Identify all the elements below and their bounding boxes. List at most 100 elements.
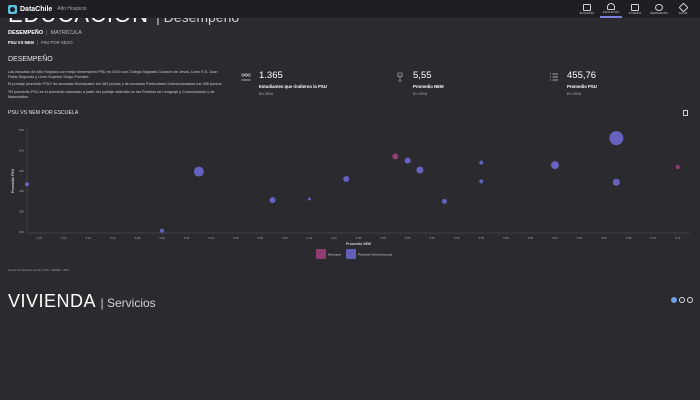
x-axis-label: Promedio NEM	[346, 242, 371, 246]
data-point[interactable]	[193, 166, 204, 177]
legend-swatch[interactable]	[316, 249, 326, 259]
tab-psu-vs-nem[interactable]: PSU VS NEM	[8, 40, 34, 45]
y-tick-label: 400	[19, 189, 24, 193]
data-point[interactable]	[479, 179, 484, 184]
section-title-sub: | Servicios	[100, 296, 156, 310]
x-tick-label: 5.66	[601, 236, 607, 240]
nav-label: SALUD	[678, 11, 688, 15]
data-point[interactable]	[416, 166, 424, 174]
datachile-logo[interactable]: DataChile	[8, 4, 52, 14]
data-point[interactable]	[160, 228, 165, 233]
desempeno-description: Las escuelas de Alto Hospicio con mejor …	[8, 70, 226, 102]
download-document-icon[interactable]	[683, 110, 688, 116]
x-tick-label: 5.46	[356, 236, 362, 240]
x-tick-label: 5.30	[159, 236, 165, 240]
x-tick-label: 5.64	[577, 236, 583, 240]
stat-label: Estudiantes que rindieron la PSU	[259, 84, 327, 89]
pager-dot[interactable]	[671, 297, 677, 303]
tab-separator: |	[36, 40, 38, 45]
data-point[interactable]	[404, 157, 411, 164]
legend-label: Municipal	[328, 253, 341, 257]
y-tick-label: 350	[19, 210, 24, 214]
nav-demografia[interactable]: DEMOGRAFÍA	[648, 0, 670, 18]
trophy-icon	[397, 72, 403, 82]
students-icon	[241, 73, 251, 81]
stat-value: 1.365	[259, 70, 283, 81]
x-tick-label: 5.54	[454, 236, 460, 240]
x-tick-label: 5.38	[258, 236, 264, 240]
stat-year: En 2016	[567, 92, 582, 96]
x-tick-label: 5.68	[626, 236, 632, 240]
x-tick-label: 5.22	[61, 236, 67, 240]
vivienda-section-title: VIVIENDA | Servicios	[8, 290, 156, 314]
y-tick-label: 550	[19, 128, 24, 132]
x-tick-label: 5.72	[675, 236, 681, 240]
stat-psu: 455,76 Promedio PSU En 2016	[549, 70, 689, 100]
tab-desempeno[interactable]: DESEMPEÑO	[8, 30, 44, 36]
chart-source: Fuente: Rendimiento escolar y PSU - DEMR…	[8, 269, 69, 272]
x-tick-label: 5.60	[528, 236, 534, 240]
legend-swatch[interactable]	[346, 249, 356, 259]
psu-vs-nem-scatter-chart: 300 350 400 450 500 550 5.20 5.22 5.24 5.26 5.28 5.…	[11, 128, 690, 259]
stat-year: En 2016	[413, 92, 428, 96]
legend-label: Particular Subvencionado	[358, 253, 393, 257]
list-icon	[550, 73, 558, 81]
stat-value: 5,55	[413, 70, 432, 81]
data-point[interactable]	[343, 175, 350, 182]
nav-label: ECONOMÍA	[579, 11, 595, 15]
briefcase-icon	[583, 3, 591, 11]
data-point[interactable]	[392, 153, 399, 160]
top-nav-bar: DataChile Alto Hospicio ECONOMÍA EDUCACI…	[0, 0, 700, 18]
nav-vivienda[interactable]: VIVIENDA	[624, 0, 646, 18]
x-tick-label: 5.26	[110, 236, 116, 240]
x-tick-label: 5.20	[37, 236, 43, 240]
x-tick-label: 5.52	[429, 236, 435, 240]
x-tick-label: 5.48	[380, 236, 386, 240]
y-tick-label: 500	[19, 148, 24, 152]
nav-label: DEMOGRAFÍA	[650, 11, 668, 15]
location-breadcrumb[interactable]: Alto Hospicio	[57, 6, 87, 12]
data-point[interactable]	[25, 182, 29, 187]
data-point[interactable]	[550, 161, 559, 170]
data-point[interactable]	[612, 178, 620, 186]
section-title-main: VIVIENDA	[8, 291, 96, 311]
pager-dot[interactable]	[679, 297, 685, 303]
pager-dot[interactable]	[687, 297, 693, 303]
tab-matricula[interactable]: MATRÍCULA	[50, 30, 82, 36]
desempeno-heading: DESEMPEÑO	[8, 56, 53, 63]
tab-psu-por-sexo[interactable]: PSU POR SEXO	[40, 40, 73, 45]
x-tick-label: 5.40	[282, 236, 288, 240]
data-point[interactable]	[479, 160, 484, 165]
y-tick-label: 450	[19, 169, 24, 173]
x-tick-label: 5.36	[233, 236, 239, 240]
description-paragraph: Las escuelas de Alto Hospicio con mejor …	[8, 70, 218, 80]
datachile-logo-icon	[8, 4, 17, 14]
tab-separator: |	[46, 30, 48, 36]
nav-salud[interactable]: SALUD	[672, 0, 694, 18]
stat-year: En 2016	[259, 92, 274, 96]
x-tick-label: 5.28	[135, 236, 141, 240]
x-tick-label: 5.58	[503, 236, 509, 240]
description-paragraph: El puntaje promedio PSU* de escuelas Mun…	[8, 82, 223, 87]
data-point[interactable]	[269, 197, 276, 204]
carousel-pager	[671, 297, 693, 303]
primary-tabs: DESEMPEÑO | MATRÍCULA	[8, 30, 82, 36]
x-tick-label: 5.32	[184, 236, 190, 240]
x-tick-label: 5.70	[650, 236, 656, 240]
x-tick-label: 5.34	[208, 236, 214, 240]
nav-educacion[interactable]: EDUCACIÓN	[600, 0, 622, 18]
heart-pulse-icon	[678, 2, 688, 12]
chart-heading: PSU VS NEM POR ESCUELA	[8, 110, 79, 116]
nav-economia[interactable]: ECONOMÍA	[576, 0, 598, 18]
y-axis-label: Promedio PSU	[11, 168, 15, 193]
stat-nem: 5,55 Promedio NEM En 2016	[395, 70, 535, 100]
people-icon	[655, 3, 663, 11]
y-tick-label: 300	[19, 230, 24, 234]
nav-label: EDUCACIÓN	[603, 10, 619, 14]
data-point[interactable]	[441, 198, 447, 204]
x-tick-label: 5.62	[552, 236, 558, 240]
stat-students: 1.365 Estudiantes que rindieron la PSU E…	[241, 70, 381, 100]
data-point[interactable]	[609, 131, 624, 146]
data-point[interactable]	[307, 197, 311, 201]
data-point[interactable]	[675, 165, 680, 170]
